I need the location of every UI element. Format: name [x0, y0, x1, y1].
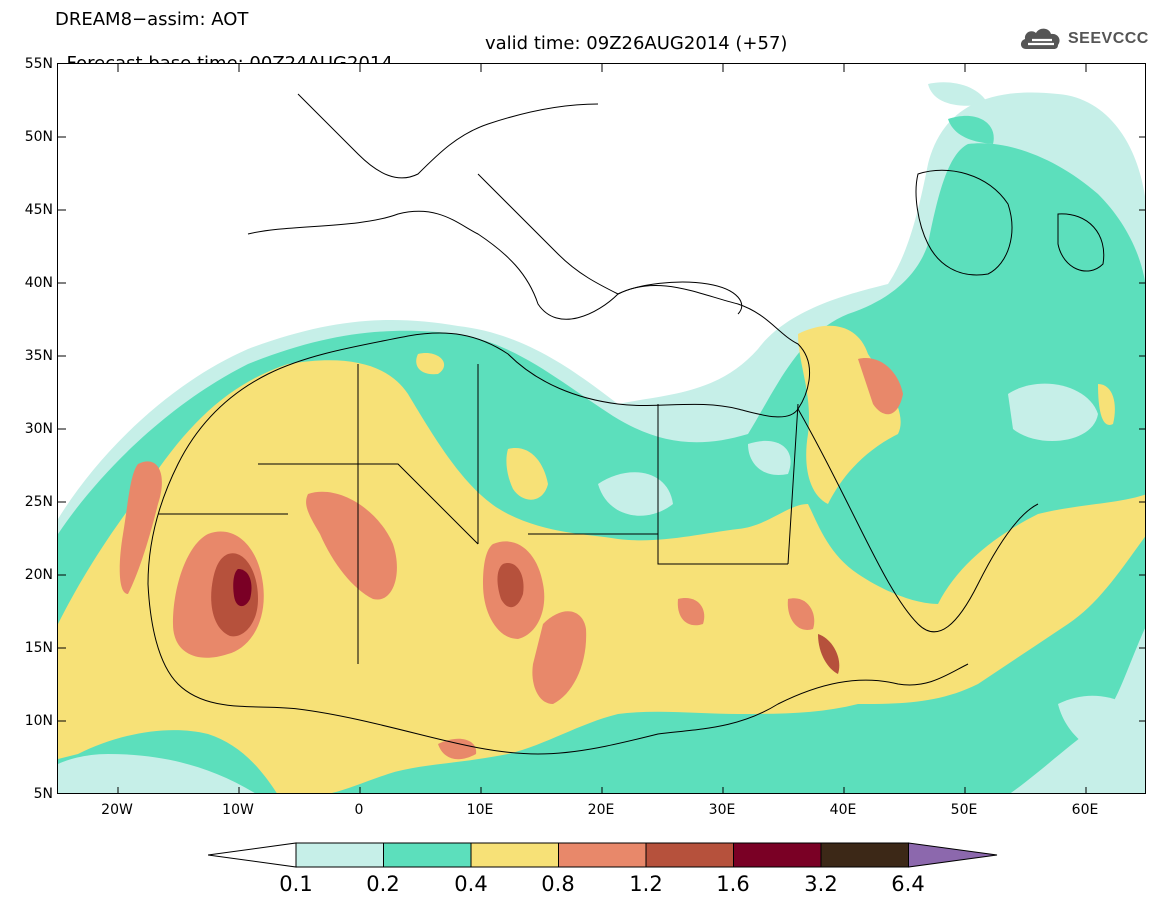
lon-label-20w: 20W — [101, 802, 133, 818]
colorbar-bin-0.8 — [558, 842, 647, 868]
coastlines — [147, 93, 1105, 755]
lat-label-55n: 55N — [24, 56, 53, 72]
colorbar-bin-0.4 — [470, 842, 559, 868]
title-line-1: DREAM8−assim: AOT — [55, 9, 249, 30]
valid-time: valid time: 09Z26AUG2014 (+57) — [485, 33, 788, 54]
lon-label-20e: 20E — [587, 802, 615, 818]
colorbar-label-3.2: 3.2 — [804, 872, 838, 896]
colorbar-label-0.8: 0.8 — [541, 872, 575, 896]
lon-label-60e: 60E — [1071, 802, 1099, 818]
aot-map — [57, 63, 1146, 794]
lat-label-10n: 10N — [24, 713, 53, 729]
lat-label-15n: 15N — [24, 640, 53, 656]
lon-label-10w: 10W — [222, 802, 254, 818]
lat-label-20n: 20N — [24, 567, 53, 583]
cloud-icon — [1020, 28, 1060, 49]
colorbar-label-1.2: 1.2 — [629, 872, 663, 896]
lat-label-25n: 25N — [24, 494, 53, 510]
colorbar-bin-0.1 — [295, 842, 384, 868]
lon-label-50e: 50E — [950, 802, 978, 818]
colorbar-over-arrow — [908, 842, 998, 868]
grid-ticks — [58, 64, 1145, 793]
colorbar — [208, 842, 998, 868]
colorbar-bin-1.2 — [645, 842, 734, 868]
lat-label-35n: 35N — [24, 348, 53, 364]
colorbar-label-0.2: 0.2 — [366, 872, 400, 896]
seevccc-logo: SEEVCCC — [1018, 24, 1149, 54]
colorbar-label-6.4: 6.4 — [891, 872, 925, 896]
logo-text: SEEVCCC — [1068, 30, 1149, 47]
map-canvas — [58, 64, 1145, 793]
lon-label-40e: 40E — [829, 802, 857, 818]
colorbar-label-0.4: 0.4 — [454, 872, 488, 896]
lon-label-0: 0 — [354, 802, 364, 818]
lat-label-45n: 45N — [24, 202, 53, 218]
colorbar-under-arrow — [208, 842, 297, 868]
lon-label-10e: 10E — [466, 802, 494, 818]
aot-level-0.8 — [119, 358, 903, 760]
lat-label-5n: 5N — [33, 786, 53, 802]
aot-level-0.1-inner — [598, 383, 1145, 764]
aot-level-1.6 — [233, 569, 252, 607]
colorbar-bin-3.2 — [820, 842, 909, 868]
lat-label-40n: 40N — [24, 275, 53, 291]
lat-label-30n: 30N — [24, 421, 53, 437]
lat-label-50n: 50N — [24, 129, 53, 145]
colorbar-bin-0.2 — [383, 842, 472, 868]
lon-label-30e: 30E — [708, 802, 736, 818]
colorbar-label-0.1: 0.1 — [279, 872, 313, 896]
colorbar-label-1.6: 1.6 — [716, 872, 750, 896]
colorbar-bin-1.6 — [733, 842, 822, 868]
